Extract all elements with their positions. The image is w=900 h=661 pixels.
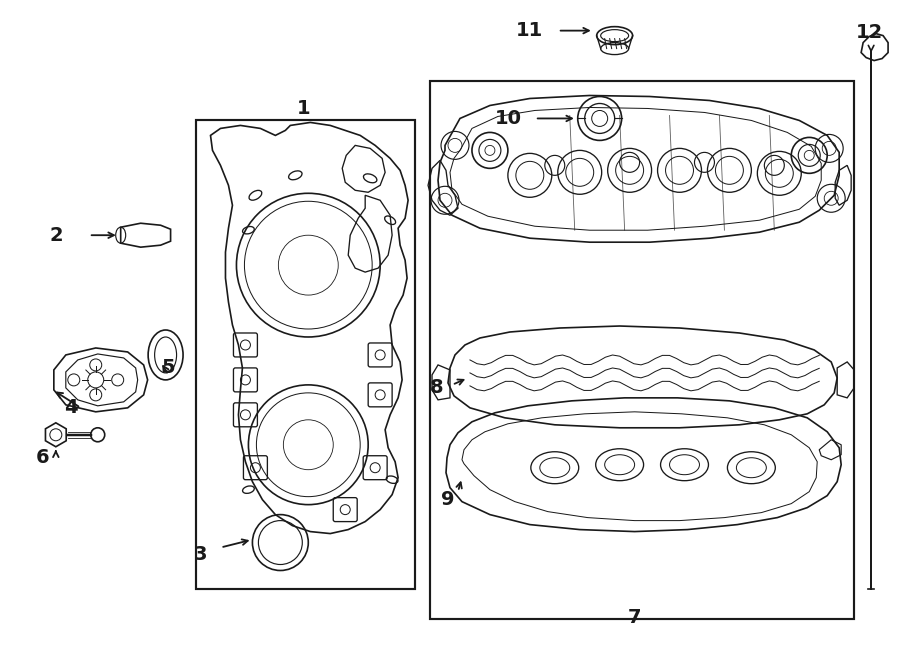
Text: 11: 11 — [517, 21, 544, 40]
Bar — [195, 120, 415, 590]
Bar — [430, 81, 854, 619]
Text: 5: 5 — [162, 358, 176, 377]
Text: 6: 6 — [36, 448, 50, 467]
Text: 10: 10 — [494, 109, 521, 128]
Text: 4: 4 — [64, 399, 77, 417]
Text: 8: 8 — [430, 378, 444, 397]
Text: 1: 1 — [296, 99, 310, 118]
Text: 12: 12 — [856, 23, 883, 42]
Text: 7: 7 — [628, 608, 642, 627]
Text: 3: 3 — [194, 545, 207, 564]
Text: 2: 2 — [49, 225, 63, 245]
Text: 9: 9 — [441, 490, 454, 509]
